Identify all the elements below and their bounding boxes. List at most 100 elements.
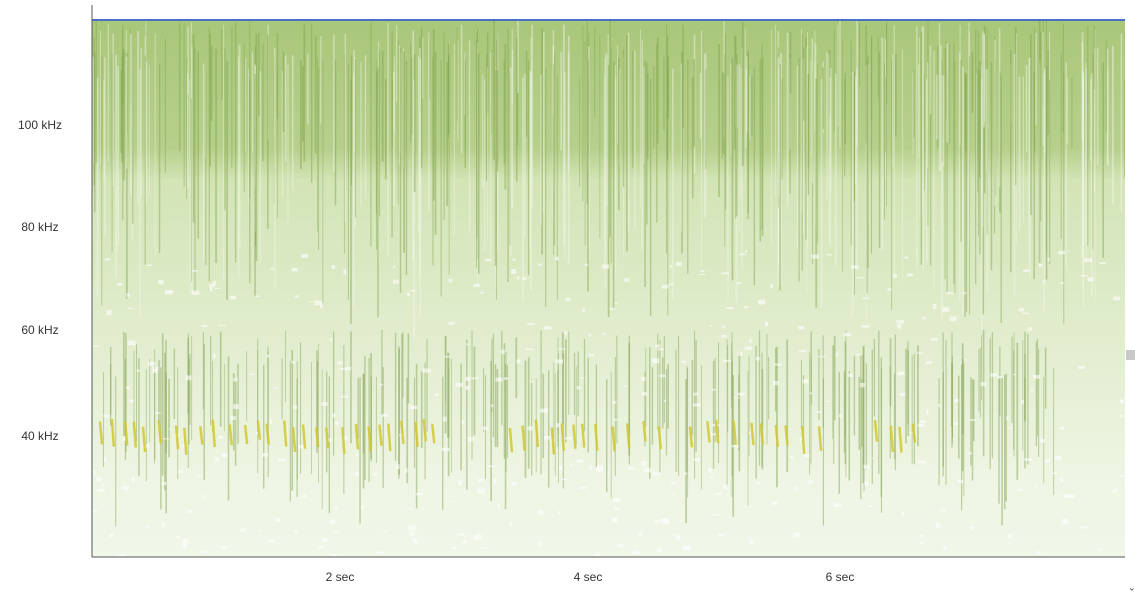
texture-speckle [662,518,670,524]
texture-speckle [269,267,275,270]
texture-speckle [925,361,933,364]
texture-speckle [405,468,408,473]
texture-speckle [333,507,338,510]
texture-speckle [669,265,673,268]
texture-speckle [733,397,741,399]
texture-speckle [1054,455,1062,461]
texture-yellow [750,422,755,445]
texture-speckle [256,431,259,435]
texture-speckle [209,286,213,292]
texture-speckle [588,353,595,356]
texture-speckle [657,348,664,351]
texture-speckle [659,374,666,378]
texture-speckle [1024,458,1033,461]
texture-speckle [383,530,387,533]
texture-speckle [896,320,904,324]
texture-speckle [314,300,323,306]
texture-yellow [594,423,599,451]
scroll-handle[interactable] [1126,350,1135,360]
texture-speckle [212,281,217,285]
texture-speckle [504,377,508,380]
texture-speckle [557,348,566,350]
texture-speckle [229,295,236,300]
texture-speckle [798,350,807,353]
texture-speckle [175,536,180,538]
texture-speckle [125,386,131,389]
texture-speckle [749,540,754,545]
texture-speckle [461,419,464,425]
texture-speckle [946,292,954,295]
texture-speckle [294,295,299,298]
texture-yellow [521,425,526,452]
texture-speckle [191,290,200,296]
texture-speckle [522,277,527,281]
texture-speckle [663,399,666,403]
texture-yellow [243,424,249,445]
texture-yellow [534,419,540,448]
texture-speckle [809,392,813,395]
texture-speckle [694,458,700,462]
texture-speckle [1040,438,1045,443]
texture-yellow [324,427,330,449]
texture-speckle [722,361,725,363]
texture-speckle [96,476,103,482]
texture-speckle [594,552,601,557]
texture-speckle [307,301,314,303]
texture-speckle [931,338,939,341]
y-label: 60 kHz [21,323,58,337]
texture-speckle [1047,257,1050,262]
texture-speckle [617,544,624,548]
texture-speckle [471,377,479,380]
texture-speckle [906,273,914,277]
texture-speckle [455,382,463,387]
texture-yellow [550,427,556,455]
texture-speckle [301,253,309,258]
y-label: 40 kHz [21,429,58,443]
texture-yellow [354,423,360,450]
texture-speckle [451,547,458,550]
texture-speckle [670,481,677,485]
texture-speckle [611,517,618,523]
texture-speckle [910,431,913,434]
texture-yellow [256,420,262,440]
texture-speckle [321,402,328,406]
texture-speckle [202,495,206,498]
texture-speckle [185,375,192,381]
x-label: 6 sec [826,570,855,584]
texture-speckle [277,458,286,462]
texture-speckle [634,550,640,552]
texture-speckle [1022,269,1030,272]
texture-speckle [917,423,925,427]
texture-speckle [671,494,676,496]
texture-speckle [162,438,170,440]
texture-speckle [434,393,439,396]
scroll-arrow[interactable]: ⌄ [1128,582,1135,592]
texture-speckle [393,265,396,268]
texture-speckle [709,476,714,479]
texture-speckle [711,513,720,516]
texture-speckle [569,463,573,466]
texture-yellow [625,423,631,449]
texture-speckle [477,488,485,494]
texture-speckle [1018,307,1025,312]
texture-speckle [343,436,348,440]
texture-speckle [1059,477,1064,483]
texture-speckle [510,269,517,274]
texture-speckle [632,551,640,555]
texture-speckle [850,265,859,269]
texture-speckle [221,545,227,549]
texture-speckle [182,538,189,543]
texture-speckle [480,291,484,294]
texture-speckle [101,483,105,487]
texture-speckle [1032,374,1041,379]
texture-speckle [589,465,592,470]
texture-speckle [1081,274,1088,277]
texture-speckle [862,297,870,299]
texture-speckle [92,510,98,512]
texture-speckle [332,413,336,418]
texture-speckle [811,254,820,259]
texture-speckle [579,486,587,489]
texture-yellow [688,426,694,448]
texture-yellow [282,420,288,447]
texture-speckle [178,470,184,474]
